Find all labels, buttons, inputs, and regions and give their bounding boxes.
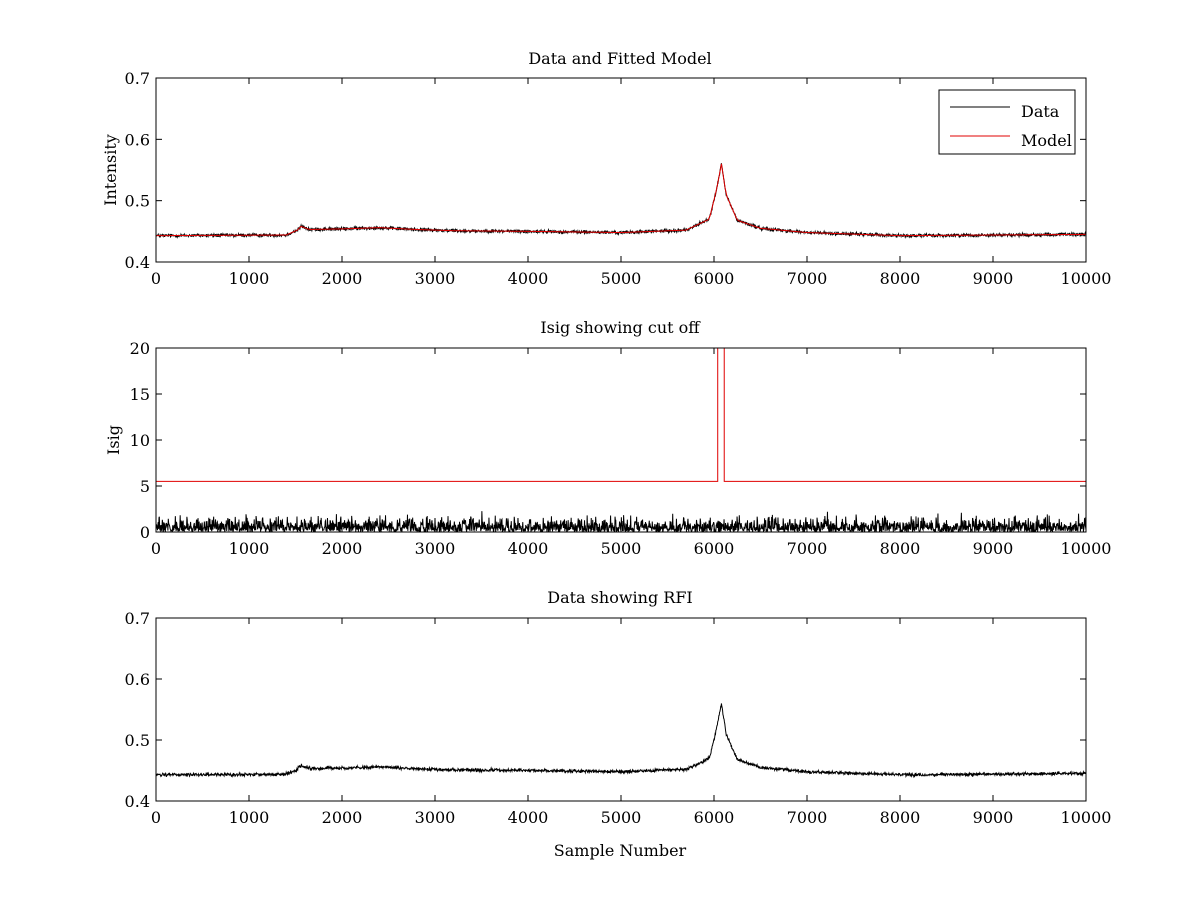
x-tick-label: 10000: [1061, 539, 1112, 558]
panel-1: Data and Fitted Model Intensity 0 1000 200…: [101, 49, 1111, 288]
panel-1-ylabel: Intensity: [101, 134, 120, 206]
x-tick-label: 5000: [601, 269, 642, 288]
y-tick-label: 20: [130, 339, 150, 358]
x-tick-label: 4000: [508, 539, 549, 558]
x-tick-label: 2000: [322, 808, 363, 827]
y-tick-label: 5: [140, 477, 150, 496]
x-tick-label: 2000: [322, 269, 363, 288]
x-tick-label: 4000: [508, 808, 549, 827]
legend-label-model: Model: [1021, 131, 1072, 150]
x-tick-label: 8000: [880, 539, 921, 558]
x-tick-label: 0: [151, 269, 161, 288]
panel-2-title: Isig showing cut off: [540, 318, 701, 337]
x-tick-label: 5000: [601, 808, 642, 827]
x-tick-label: 2000: [322, 539, 363, 558]
x-tick-label: 1000: [229, 269, 270, 288]
x-tick-label: 1000: [229, 539, 270, 558]
y-tick-label: 0.6: [125, 130, 150, 149]
panel-1-title: Data and Fitted Model: [528, 49, 711, 68]
panel-3-plot: 0 1000 2000 3000 4000 5000 6000 7000 8000 9000 100…: [125, 609, 1112, 827]
y-tick-label: 0: [140, 523, 150, 542]
x-tick-label: 3000: [415, 539, 456, 558]
x-tick-label: 5000: [601, 539, 642, 558]
panel-3-xlabel: Sample Number: [554, 841, 687, 860]
panel-3-series-group: [156, 703, 1086, 779]
y-tick-label: 15: [130, 385, 150, 404]
y-tick-label: 0.6: [125, 670, 150, 689]
panel-1-series-model: [156, 163, 1086, 237]
panel-1-legend: Data Model: [938, 89, 1076, 155]
panel-2-plot: 0 1000 2000 3000 4000 5000 6000 7000 8000 9000 100…: [130, 339, 1112, 558]
panel-3: Data showing RFI 0 1000 2000 3000 4000 5000 60…: [125, 588, 1112, 860]
x-tick-label: 8000: [880, 808, 921, 827]
panel-2-ylabel: Isig: [104, 425, 123, 455]
x-tick-label: 9000: [973, 269, 1014, 288]
x-tick-label: 8000: [880, 269, 921, 288]
x-tick-label: 9000: [973, 808, 1014, 827]
x-tick-label: 0: [151, 539, 161, 558]
x-tick-label: 3000: [415, 808, 456, 827]
y-tick-label: 10: [130, 431, 150, 450]
y-tick-label: 0.5: [125, 192, 150, 211]
panel-2: Isig showing cut off Isig 0 1000 2000 3000 4…: [104, 318, 1111, 558]
y-tick-label: 0.7: [125, 609, 150, 628]
x-tick-label: 3000: [415, 269, 456, 288]
panel-1-plot: 0 1000 2000 3000 4000 5000 6000 7000 8000 9000 100…: [125, 69, 1112, 288]
x-tick-label: 6000: [694, 539, 735, 558]
x-tick-label: 6000: [694, 269, 735, 288]
y-tick-label: 0.5: [125, 731, 150, 750]
x-tick-label: 7000: [787, 269, 828, 288]
y-tick-label: 0.4: [125, 792, 150, 811]
panel-3-title: Data showing RFI: [547, 588, 692, 607]
x-tick-label: 0: [151, 808, 161, 827]
x-tick-label: 7000: [787, 539, 828, 558]
panel-3-series-data: [156, 703, 1086, 779]
y-tick-label: 0.7: [125, 69, 150, 88]
x-tick-label: 7000: [787, 808, 828, 827]
panel-1-series-group: [156, 163, 1086, 240]
legend-label-data: Data: [1021, 102, 1060, 121]
panel-2-series-cut-off: [156, 348, 1086, 482]
x-tick-label: 6000: [694, 808, 735, 827]
y-tick-label: 0.4: [125, 253, 150, 272]
legend-box: [938, 89, 1076, 155]
x-tick-label: 10000: [1061, 808, 1112, 827]
x-tick-label: 4000: [508, 269, 549, 288]
x-tick-label: 9000: [973, 539, 1014, 558]
x-tick-label: 1000: [229, 808, 270, 827]
x-tick-label: 10000: [1061, 269, 1112, 288]
